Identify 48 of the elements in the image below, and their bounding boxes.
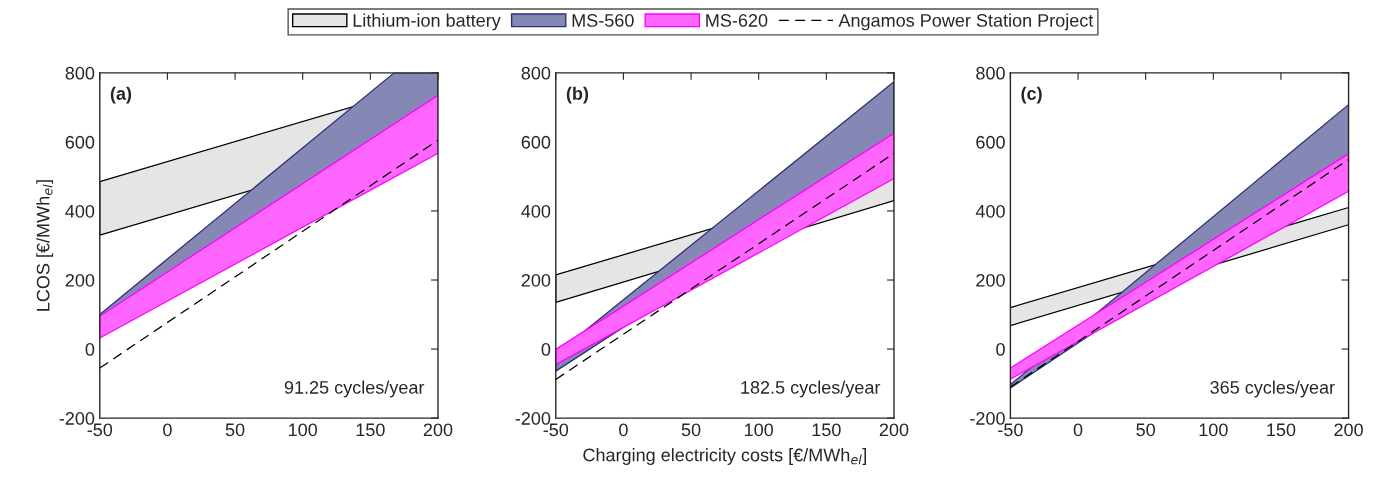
y-tick-label: 800: [65, 66, 95, 80]
x-tick-label: 0: [619, 423, 628, 437]
x-tick-label: 100: [745, 423, 774, 437]
y-tick-label: 0: [541, 342, 551, 356]
x-tick-label: 200: [1334, 423, 1363, 437]
x-tick-label: 50: [1136, 423, 1155, 437]
y-tick-label: 0: [996, 342, 1005, 356]
x-tick-label: 0: [163, 423, 172, 437]
y-axis-title: LCOS [€/MWh$_{el}$]: [36, 180, 54, 311]
y-tick-label: -200: [59, 412, 95, 425]
y-tick-label: -200: [515, 412, 551, 425]
x-tick-label: 150: [812, 423, 841, 437]
y-tick-label: 200: [976, 273, 1005, 287]
annotation: 365 cycles/year: [1210, 380, 1335, 398]
y-tick-label: 800: [976, 66, 1005, 80]
legend-label: Angamos Power Station Project: [838, 13, 1094, 31]
annotation: 182.5 cycles/year: [741, 380, 881, 398]
x-tick-label: 150: [356, 423, 385, 437]
x-tick-label: 0: [1073, 423, 1083, 437]
x-tick-label: -50: [543, 423, 569, 437]
x-tick-label: 200: [879, 423, 909, 437]
x-tick-label: 50: [225, 423, 245, 437]
y-tick-label: 0: [85, 342, 95, 356]
x-tick-label: -50: [87, 423, 113, 437]
y-tick-label: 200: [521, 273, 551, 287]
annotation: (b): [566, 86, 589, 104]
legend-label: Lithium-ion battery: [353, 13, 501, 31]
y-tick-label: 600: [65, 135, 95, 149]
annotation: (c): [1021, 86, 1042, 104]
legend-label: MS-560: [572, 14, 634, 27]
annotation: 91.25 cycles/year: [284, 380, 425, 398]
y-tick-label: 600: [976, 135, 1005, 149]
y-tick-label: 400: [65, 204, 95, 218]
x-tick-label: -50: [998, 423, 1023, 437]
y-tick-label: 600: [521, 135, 551, 149]
x-tick-label: 200: [423, 423, 453, 437]
x-tick-label: 100: [289, 423, 318, 437]
y-tick-label: 400: [521, 204, 551, 218]
y-tick-label: -200: [970, 412, 1005, 425]
x-axis-title: Charging electricity costs [€/MWh$_{el}$]: [583, 448, 867, 465]
x-tick-label: 100: [1199, 423, 1228, 437]
annotation: (a): [110, 86, 132, 104]
y-tick-label: 400: [975, 204, 1005, 218]
x-tick-label: 150: [1267, 423, 1296, 437]
y-tick-label: 200: [65, 273, 95, 287]
legend-label: MS-620: [706, 14, 768, 27]
y-tick-label: 800: [521, 66, 551, 80]
x-tick-label: 50: [681, 423, 701, 437]
